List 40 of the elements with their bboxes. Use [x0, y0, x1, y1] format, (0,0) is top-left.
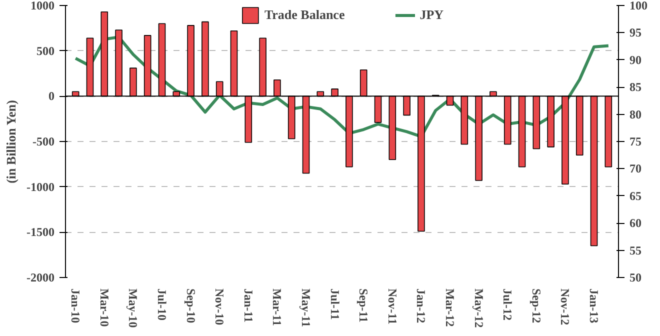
- x-tick-label: Sep-10: [184, 288, 198, 324]
- x-tick-label: May-12: [472, 288, 486, 328]
- y2-tick-label: 100: [630, 0, 648, 12]
- y-tick-label: 0: [48, 89, 54, 104]
- y-tick-label: 1000: [30, 0, 54, 12]
- y2-tick-label: 50: [630, 270, 642, 284]
- y-tick-label: -1000: [26, 180, 55, 194]
- x-tick-label: Jan-10: [68, 288, 83, 324]
- y2-tick-label: 80: [630, 107, 642, 122]
- x-tick-label: Jan-11: [241, 288, 256, 323]
- y-axis-title: (in Billion Yen): [4, 100, 19, 184]
- y2-tick-label: 95: [630, 26, 642, 40]
- legend-label: JPY: [420, 7, 444, 23]
- y2-tick-label: 90: [630, 52, 642, 67]
- x-tick-label: Jul-10: [154, 288, 169, 321]
- x-tick-label: Mar-12: [443, 288, 458, 327]
- y-tick-label: -500: [32, 134, 55, 148]
- x-tick-label: May-10: [126, 288, 140, 328]
- x-tick-label: Jan-13: [587, 288, 602, 324]
- x-tick-label: Sep-11: [356, 288, 371, 323]
- y2-tick-label: 70: [630, 162, 642, 176]
- x-tick-label: May-11: [298, 288, 313, 328]
- y2-tick-label: 65: [630, 188, 642, 203]
- x-tick-label: Sep-12: [529, 288, 544, 324]
- x-tick-label: Mar-11: [270, 288, 284, 326]
- y-tick-label: -2000: [26, 270, 55, 284]
- y2-tick-label: 75: [630, 134, 642, 148]
- x-tick-label: Nov-11: [385, 288, 400, 324]
- x-tick-label: Nov-10: [212, 288, 227, 326]
- x-tick-label: Jan-12: [414, 288, 428, 324]
- legend-label: Trade Balance: [264, 7, 345, 23]
- y-tick-label: 500: [36, 44, 54, 58]
- y2-tick-label: 60: [630, 216, 642, 230]
- y-tick-label: -1500: [26, 225, 55, 240]
- x-tick-label: Jul-12: [500, 288, 515, 321]
- x-tick-label: Jul-11: [328, 288, 342, 320]
- x-tick-label: Mar-10: [97, 288, 112, 327]
- x-tick-label: Nov-12: [558, 288, 572, 326]
- y2-tick-label: 85: [630, 80, 642, 94]
- y2-tick-label: 55: [630, 243, 642, 258]
